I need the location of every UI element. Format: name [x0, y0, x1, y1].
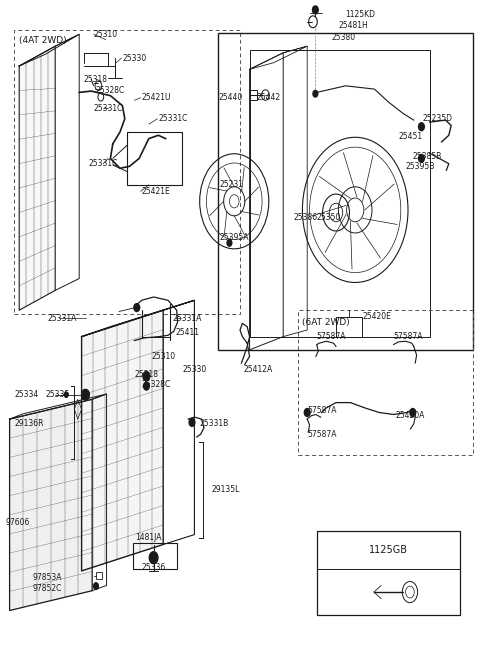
Bar: [336, 317, 362, 337]
Text: 25331A: 25331A: [173, 314, 202, 323]
Bar: [127, 132, 182, 185]
Text: 25331C: 25331C: [158, 114, 188, 123]
Text: 97853A: 97853A: [33, 573, 62, 582]
Text: 25442: 25442: [257, 93, 281, 102]
Circle shape: [134, 304, 140, 312]
Bar: [14, 30, 240, 314]
Bar: [133, 543, 177, 569]
Text: 25350: 25350: [317, 213, 341, 222]
Text: 97606: 97606: [6, 518, 30, 527]
Text: 25386: 25386: [294, 213, 318, 222]
Text: 25331B: 25331B: [199, 419, 228, 428]
Circle shape: [313, 90, 318, 97]
Circle shape: [149, 552, 158, 564]
Text: 25335: 25335: [46, 390, 70, 399]
Circle shape: [227, 240, 232, 246]
Circle shape: [189, 418, 195, 426]
Text: 57587A: 57587A: [307, 430, 336, 439]
Text: (6AT 2WD): (6AT 2WD): [302, 318, 350, 327]
Text: 25318: 25318: [84, 75, 108, 84]
Bar: [218, 33, 473, 350]
Text: 25328C: 25328C: [142, 379, 171, 389]
Text: 25451: 25451: [398, 132, 422, 141]
Text: 25336: 25336: [142, 563, 166, 572]
Circle shape: [419, 123, 424, 131]
Circle shape: [304, 409, 310, 416]
Text: 57587A: 57587A: [394, 332, 423, 341]
Text: 97852C: 97852C: [33, 584, 62, 593]
Circle shape: [82, 389, 89, 400]
Bar: [317, 531, 460, 615]
Bar: [96, 572, 102, 579]
Text: 25395A: 25395A: [220, 233, 249, 242]
Text: 25231: 25231: [220, 180, 244, 189]
Text: 25330: 25330: [122, 53, 147, 63]
Polygon shape: [82, 310, 163, 571]
Text: 25331A: 25331A: [48, 314, 77, 323]
Text: 25328C: 25328C: [96, 86, 125, 95]
Text: (4AT 2WD): (4AT 2WD): [19, 36, 67, 46]
Circle shape: [94, 583, 98, 589]
Bar: [250, 50, 430, 337]
Text: 25310: 25310: [151, 352, 175, 361]
Text: 25481H: 25481H: [338, 20, 368, 30]
Circle shape: [410, 409, 416, 416]
Text: 1125KD: 1125KD: [346, 10, 375, 19]
Bar: [298, 310, 473, 455]
Text: 25421E: 25421E: [142, 187, 170, 196]
Text: 25310: 25310: [94, 30, 118, 39]
Text: 25420A: 25420A: [396, 411, 425, 420]
Text: 25331C: 25331C: [94, 104, 123, 114]
Polygon shape: [10, 399, 92, 610]
Text: 25421U: 25421U: [142, 93, 171, 102]
Text: 25411: 25411: [175, 328, 199, 337]
Text: 25395B: 25395B: [406, 162, 435, 171]
Text: 29135L: 29135L: [211, 485, 240, 494]
Text: 25331C: 25331C: [89, 159, 118, 168]
Text: 25420E: 25420E: [362, 312, 391, 321]
Text: 25318: 25318: [134, 370, 158, 380]
Text: 57587A: 57587A: [307, 406, 336, 415]
Circle shape: [419, 154, 424, 162]
Text: 25385B: 25385B: [413, 152, 442, 161]
Text: 25330: 25330: [182, 365, 207, 374]
Polygon shape: [19, 46, 55, 310]
Text: 1125GB: 1125GB: [369, 545, 408, 555]
Text: 25235D: 25235D: [422, 114, 452, 123]
Bar: [250, 90, 257, 100]
Text: 57587A: 57587A: [317, 332, 346, 341]
Text: 25380: 25380: [331, 33, 355, 42]
Text: 25412A: 25412A: [244, 365, 273, 374]
Circle shape: [144, 382, 149, 390]
Text: 25440: 25440: [218, 93, 243, 102]
Text: 25334: 25334: [14, 390, 39, 399]
Circle shape: [312, 6, 318, 14]
Circle shape: [64, 392, 68, 397]
Text: 1481JA: 1481JA: [135, 533, 162, 543]
Text: 29136R: 29136R: [14, 419, 44, 428]
Circle shape: [143, 372, 150, 381]
